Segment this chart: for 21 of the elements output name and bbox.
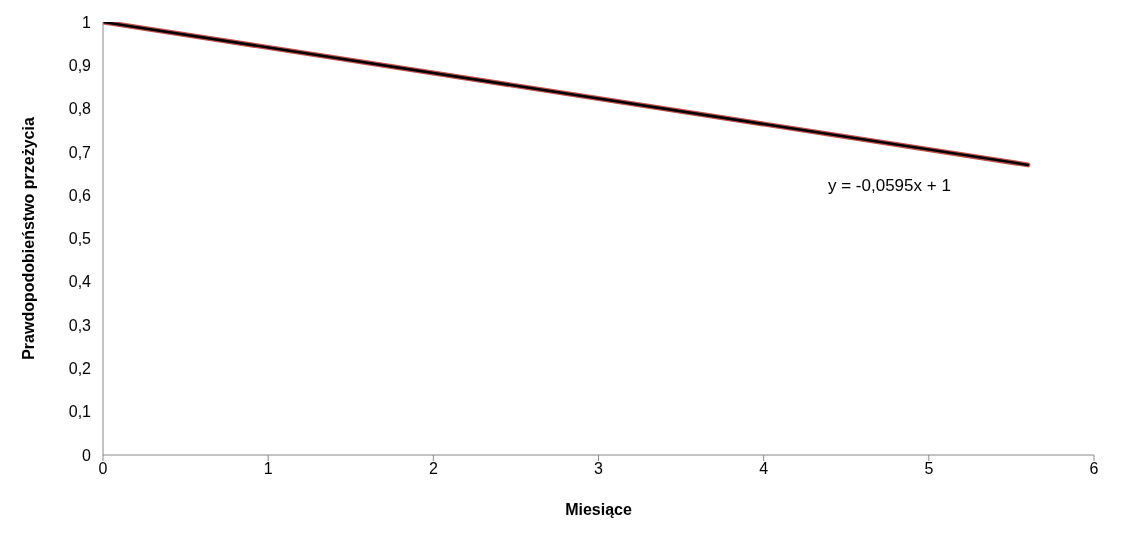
x-tick-label: 0 — [98, 460, 108, 478]
annotation: y = -0,0595x + 1 — [828, 176, 951, 196]
y-tick-label: 0 — [82, 446, 92, 464]
x-tick-label: 3 — [594, 460, 604, 478]
y-tick-label: 0,1 — [68, 403, 92, 421]
y-tick-label: 0,7 — [68, 143, 92, 161]
x-tick-label: 4 — [759, 460, 769, 478]
y-axis-title: Prawdopodobieństwo przeżycia — [19, 117, 37, 360]
y-tick-label: 1 — [82, 13, 92, 31]
y-tick-label: 0,8 — [68, 100, 92, 118]
x-tick-label: 5 — [924, 460, 934, 478]
x-tick-label: 1 — [263, 460, 273, 478]
y-tick-label: 0,4 — [68, 273, 92, 291]
y-tick-label: 0,2 — [68, 360, 92, 378]
x-tick-label: 2 — [428, 460, 438, 478]
y-tick-label: 0,6 — [68, 186, 92, 204]
y-tick-label: 0,3 — [68, 316, 92, 334]
y-tick-label: 0,9 — [68, 56, 92, 74]
x-tick-label: 6 — [1089, 460, 1099, 478]
y-tick-label: 0,5 — [68, 230, 92, 248]
x-axis-title: Miesiące — [565, 501, 632, 518]
